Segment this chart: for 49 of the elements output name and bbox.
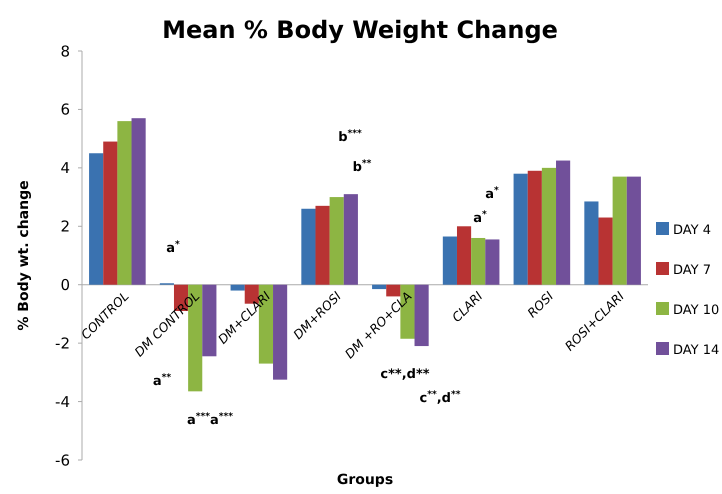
y-tick-label: -2 — [55, 334, 70, 352]
bar — [442, 236, 457, 285]
y-tick-label: 6 — [60, 100, 70, 119]
bar — [301, 208, 316, 285]
bar — [528, 170, 542, 285]
bar — [414, 284, 429, 346]
annotation: a$^{**}$ — [152, 373, 172, 389]
y-tick-label: -6 — [55, 451, 70, 470]
bar — [330, 197, 344, 285]
bar — [456, 226, 472, 285]
bar — [584, 201, 598, 285]
bar — [514, 174, 528, 285]
legend-label: DAY 10 — [673, 303, 720, 318]
legend-label: DAY 4 — [673, 223, 712, 238]
y-tick-label: 4 — [60, 159, 70, 178]
bar — [103, 142, 118, 285]
bar — [273, 284, 288, 380]
y-axis-title: % Body wt. change — [16, 180, 32, 331]
bar — [626, 176, 641, 285]
annotation: a$^{*}$ — [166, 240, 180, 256]
bar — [89, 153, 104, 285]
y-tick-label: 0 — [60, 276, 70, 294]
legend-label: DAY 7 — [673, 263, 712, 278]
annotation: c$^{**}$,d$^{**}$ — [420, 390, 461, 406]
bar — [372, 284, 386, 290]
bar — [471, 238, 486, 285]
bar — [542, 168, 556, 285]
annotation: b$^{**}$ — [352, 159, 372, 175]
bar — [344, 194, 358, 285]
annotation: a$^{*}$ — [473, 210, 488, 226]
bar — [230, 284, 245, 291]
annotation: a$^{*}$ — [485, 186, 500, 202]
x-axis-title: Groups — [336, 472, 394, 488]
annotation: a$^{***}$a$^{***}$ — [186, 412, 234, 428]
chart-title: Mean % Body Weight Change — [162, 16, 558, 44]
bar — [556, 160, 570, 285]
y-tick-label: 8 — [60, 42, 70, 60]
y-tick-label: -4 — [55, 392, 70, 411]
bar — [132, 118, 146, 285]
bar — [202, 284, 216, 356]
bar — [117, 121, 132, 285]
annotation: b$^{***}$ — [338, 129, 362, 145]
bar — [612, 176, 627, 285]
y-tick-label: 2 — [60, 218, 70, 236]
annotation: c**,d** — [380, 367, 430, 382]
bar — [485, 239, 500, 285]
bar — [315, 206, 330, 285]
bar — [598, 218, 613, 285]
legend-label: DAY 14 — [673, 343, 720, 358]
